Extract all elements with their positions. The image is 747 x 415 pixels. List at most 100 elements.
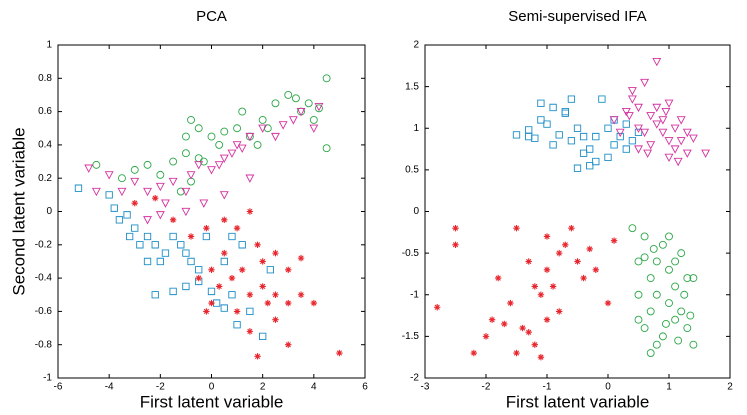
point — [199, 199, 209, 208]
point — [640, 128, 650, 138]
point — [228, 291, 236, 299]
point — [187, 115, 195, 124]
point — [284, 91, 293, 99]
point — [556, 249, 563, 257]
y-tick-label: -1 — [410, 289, 419, 300]
y-tick-label: 1 — [46, 40, 52, 51]
x-tick-label: -4 — [105, 382, 114, 393]
point — [143, 232, 152, 241]
y-tick-label: 1.5 — [405, 81, 419, 92]
point — [181, 132, 190, 141]
point — [221, 249, 228, 257]
point — [271, 132, 280, 142]
point — [531, 134, 539, 142]
point — [531, 283, 538, 290]
point — [525, 258, 532, 265]
point — [665, 265, 673, 274]
point — [610, 141, 618, 149]
point — [194, 124, 203, 133]
point — [233, 308, 241, 315]
point — [586, 245, 593, 253]
point — [214, 161, 224, 170]
point — [579, 132, 588, 141]
point — [263, 124, 272, 133]
point — [525, 126, 533, 134]
point — [288, 116, 298, 125]
point — [634, 124, 643, 133]
point — [254, 241, 261, 248]
y-tick-label: -0.4 — [35, 273, 53, 284]
point — [677, 307, 686, 316]
point — [272, 316, 279, 323]
point — [683, 324, 692, 332]
point — [245, 174, 255, 183]
point — [561, 109, 569, 117]
x-tick-label: 4 — [311, 382, 317, 393]
point — [296, 107, 306, 117]
point — [634, 315, 643, 324]
point — [701, 149, 711, 158]
point — [556, 308, 563, 315]
point — [227, 149, 237, 158]
point — [92, 160, 101, 169]
point — [627, 95, 637, 104]
point — [181, 207, 191, 217]
point — [640, 78, 650, 88]
point — [658, 128, 668, 138]
point — [291, 94, 300, 103]
point — [143, 160, 152, 169]
point — [573, 164, 582, 172]
point — [215, 140, 224, 149]
point — [168, 177, 178, 187]
point — [592, 132, 600, 141]
point — [254, 353, 261, 360]
point — [266, 266, 274, 274]
point — [543, 266, 551, 273]
point — [161, 249, 170, 257]
point — [156, 257, 164, 266]
point — [182, 282, 190, 291]
point — [202, 232, 211, 241]
point — [221, 216, 228, 224]
point — [143, 216, 152, 225]
y-tick-label: -0.2 — [35, 239, 53, 250]
x-tick-label: -3 — [421, 382, 430, 393]
point — [512, 131, 521, 139]
point — [689, 340, 698, 349]
point — [507, 299, 514, 307]
point — [549, 103, 557, 112]
point — [297, 254, 305, 262]
point — [488, 316, 496, 323]
point — [238, 107, 247, 116]
point — [181, 149, 190, 158]
point — [245, 132, 254, 141]
point — [567, 137, 576, 145]
point — [683, 274, 692, 283]
point — [652, 58, 662, 67]
x-tick-label: 1 — [666, 382, 672, 393]
point — [676, 137, 686, 146]
point — [665, 232, 673, 241]
x-tick-label: 2 — [260, 382, 266, 393]
point — [609, 116, 619, 125]
point — [104, 171, 114, 180]
point — [543, 120, 551, 128]
point — [640, 324, 649, 332]
point — [259, 283, 266, 290]
point — [549, 283, 557, 290]
point — [680, 290, 689, 299]
point — [586, 162, 594, 170]
y-tick-label: -1 — [43, 373, 52, 384]
point — [105, 191, 113, 199]
point — [658, 116, 668, 125]
y-tick-label: 0 — [46, 206, 52, 217]
point — [285, 341, 292, 348]
point — [574, 258, 581, 265]
point — [537, 116, 545, 124]
point — [187, 257, 195, 266]
point — [207, 166, 216, 175]
point — [310, 299, 318, 307]
point — [238, 241, 246, 249]
point — [652, 340, 661, 349]
point — [195, 266, 203, 274]
